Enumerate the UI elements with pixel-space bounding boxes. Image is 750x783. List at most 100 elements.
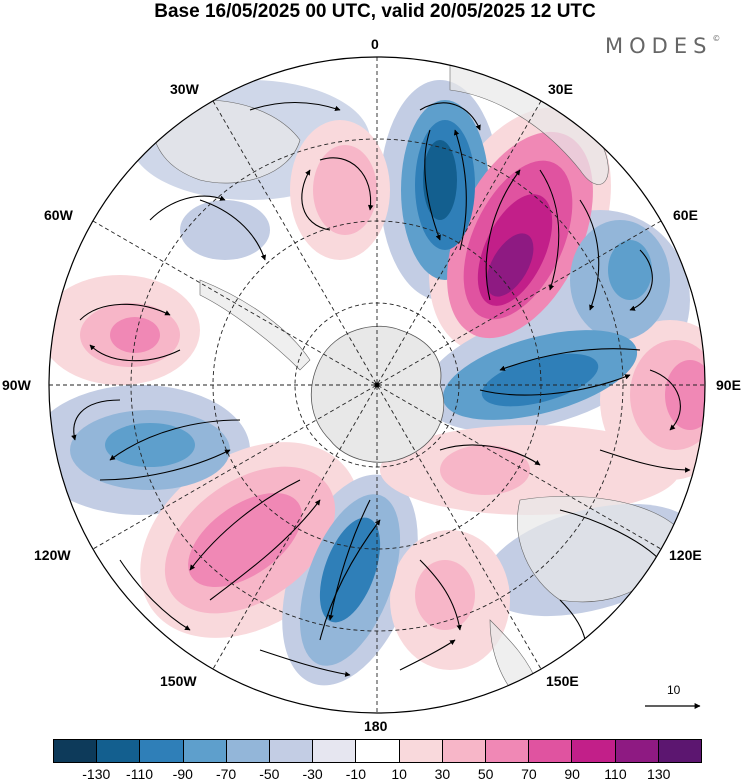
colorbar-segment <box>97 740 141 762</box>
lon-label-150w: 150W <box>160 673 197 689</box>
colorbar-segment <box>270 740 314 762</box>
lon-label-150e: 150E <box>546 673 579 689</box>
colorbar-tick-label: 30 <box>434 766 451 782</box>
colorbar-segment <box>226 740 271 762</box>
anomaly-patch <box>313 145 377 235</box>
colorbar-segment <box>140 740 184 762</box>
wind-arrow <box>328 499 371 621</box>
south-pole-marker <box>374 382 380 388</box>
wind-arrow <box>629 249 653 311</box>
lon-label-60e: 60E <box>673 207 698 223</box>
colorbar-tick-label: 10 <box>391 766 407 782</box>
reference-vector-label: 10 <box>667 683 681 697</box>
anomaly-patch <box>188 492 302 588</box>
colorbar-segment <box>486 740 530 762</box>
wind-arrow <box>579 199 600 311</box>
lon-label-90w: 90W <box>2 377 31 393</box>
lon-label-60w: 60W <box>44 207 73 223</box>
colorbar-segment <box>54 740 98 762</box>
colorbar-tick-label: 70 <box>521 766 537 782</box>
map-boundary <box>48 56 706 714</box>
wind-arrow <box>424 129 441 241</box>
colorbar-tick-label: -50 <box>259 766 280 782</box>
wind-arrow <box>249 101 341 112</box>
wind-arrow <box>485 169 521 301</box>
lon-label-30w: 30W <box>170 81 199 97</box>
anomaly-patch <box>110 317 160 353</box>
colorbar-tick-label: -70 <box>215 766 237 782</box>
map-title: Base 16/05/2025 00 UTC, valid 20/05/2025… <box>154 1 596 22</box>
wind-arrow <box>399 639 456 671</box>
lon-label-0: 0 <box>371 36 379 52</box>
lon-label-120e: 120E <box>669 547 702 563</box>
anomaly-patch <box>440 445 530 495</box>
wind-arrow <box>209 499 321 601</box>
meridian-line <box>92 220 662 550</box>
wind-arrow <box>419 102 481 131</box>
colorbar-tick-label: 50 <box>477 766 494 782</box>
colorbar-segment <box>572 740 616 762</box>
colorbar-tick-label: 90 <box>564 766 580 782</box>
anomaly-patch <box>415 560 475 630</box>
colorbar-tick-label: -110 <box>126 766 154 782</box>
anomaly-patch <box>105 423 195 467</box>
antarctic-peninsula-land <box>199 279 311 371</box>
wind-arrow <box>259 649 351 677</box>
wind-arrow <box>319 157 374 211</box>
graticule <box>49 57 705 713</box>
lon-label-30e: 30E <box>548 81 573 97</box>
antarctica-land <box>310 325 445 463</box>
anomaly-patch <box>486 233 534 297</box>
wind-arrow <box>109 419 241 461</box>
meridian-line <box>212 100 542 670</box>
wind-arrow <box>419 559 462 631</box>
anomaly-field <box>49 57 705 713</box>
colorbar-tick-label: -130 <box>82 766 111 782</box>
colorbar-segment <box>183 740 227 762</box>
meridian-line <box>92 220 662 550</box>
modes-logo: MODES© <box>605 34 721 58</box>
wind-arrow <box>439 444 541 466</box>
anomaly-patch <box>180 200 270 260</box>
wind-arrow <box>319 519 381 641</box>
wind-arrow <box>149 195 226 221</box>
colorbar <box>53 739 702 763</box>
wind-arrow <box>79 303 171 321</box>
colorbar-tick-label: -30 <box>302 766 323 782</box>
wind-arrow <box>99 449 231 481</box>
colorbar-segment <box>658 740 702 762</box>
wind-arrow <box>599 449 691 473</box>
colorbar-segment <box>442 740 487 762</box>
wind-arrow <box>559 509 661 561</box>
wind-arrow <box>71 399 121 441</box>
colorbar-segment <box>399 740 443 762</box>
lon-label-120w: 120W <box>34 547 71 563</box>
south-america-land <box>149 99 301 184</box>
colorbar-segment <box>529 740 573 762</box>
anomaly-patch <box>665 360 705 430</box>
anomaly-patch <box>481 353 599 407</box>
colorbar-tick-label: 110 <box>604 766 627 782</box>
wind-arrow <box>479 374 631 396</box>
colorbar-segment <box>313 740 357 762</box>
colorbar-segment <box>356 740 400 762</box>
anomaly-patch <box>608 240 652 300</box>
anomaly-patch <box>423 140 457 220</box>
colorbar-tick-label: 130 <box>647 766 671 782</box>
lon-label-90e: 90E <box>716 377 741 393</box>
lon-label-180: 180 <box>364 718 388 734</box>
wind-arrow <box>539 169 560 291</box>
wind-vectors <box>71 101 691 677</box>
wind-arrow <box>199 199 267 261</box>
colorbar-tick-label: -10 <box>345 766 366 782</box>
colorbar-segment <box>615 740 659 762</box>
wind-arrow <box>301 169 331 231</box>
colorbar-ticks: -130 -110 -90 -70 -50 -30 -10 10 30 50 70 90 110 130 <box>0 766 750 783</box>
meridian-line <box>212 100 542 670</box>
wind-arrow <box>649 369 681 431</box>
colorbar-tick-label: -90 <box>172 766 193 782</box>
wind-arrow <box>499 348 641 371</box>
wind-arrow <box>89 344 181 362</box>
wind-arrow <box>119 559 191 631</box>
